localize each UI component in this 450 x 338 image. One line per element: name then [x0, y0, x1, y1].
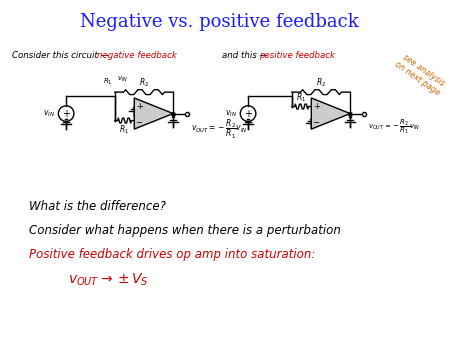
- Text: $v_{OUT} = -\dfrac{R_2}{R_1} v_{IN}$: $v_{OUT} = -\dfrac{R_2}{R_1} v_{IN}$: [191, 117, 248, 141]
- Text: What is the difference?: What is the difference?: [29, 200, 166, 213]
- Text: Negative vs. positive feedback: Negative vs. positive feedback: [80, 13, 358, 31]
- Text: $R_1$: $R_1$: [104, 77, 113, 87]
- Text: +: +: [313, 102, 320, 111]
- Text: $v_{OUT} \rightarrow \pm V_S$: $v_{OUT} \rightarrow \pm V_S$: [68, 272, 149, 288]
- Text: $v_{IN}$: $v_{IN}$: [225, 108, 237, 119]
- Text: $R_1$: $R_1$: [297, 92, 306, 104]
- Text: and this —: and this —: [222, 51, 271, 60]
- Text: see analysis
on next page: see analysis on next page: [393, 51, 447, 98]
- Text: $R_2$: $R_2$: [316, 77, 326, 89]
- Text: positive feedback: positive feedback: [259, 51, 335, 60]
- Text: Positive feedback drives op amp into saturation:: Positive feedback drives op amp into sat…: [29, 248, 315, 261]
- Text: +: +: [62, 108, 70, 119]
- Text: Consider what happens when there is a perturbation: Consider what happens when there is a pe…: [29, 224, 341, 237]
- Text: negative feedback: negative feedback: [97, 51, 177, 60]
- Text: $v_{OUT} = -\dfrac{R_2}{R_1} v_{IN}$: $v_{OUT} = -\dfrac{R_2}{R_1} v_{IN}$: [368, 117, 420, 136]
- Text: Consider this circuit —: Consider this circuit —: [12, 51, 112, 60]
- Polygon shape: [134, 98, 173, 129]
- Text: +: +: [135, 102, 143, 111]
- Polygon shape: [311, 98, 350, 129]
- Text: +: +: [244, 108, 252, 119]
- Text: $-$: $-$: [135, 116, 143, 125]
- Text: $-$: $-$: [312, 116, 320, 125]
- Text: $R_2$: $R_2$: [139, 77, 149, 89]
- Text: $v_{IN}$: $v_{IN}$: [44, 108, 55, 119]
- Text: $R_1$: $R_1$: [119, 124, 130, 137]
- Text: $v_{IN}$: $v_{IN}$: [117, 75, 128, 84]
